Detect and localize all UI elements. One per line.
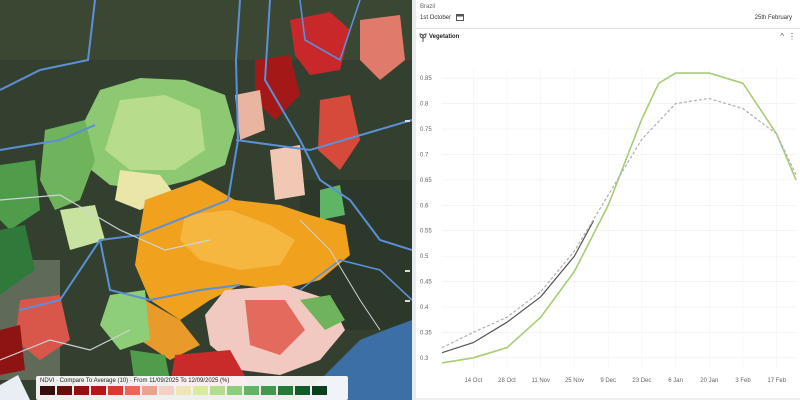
x-tick-label: 17 Feb	[767, 378, 786, 384]
state-border	[299, 259, 412, 301]
legend-swatch	[261, 386, 276, 395]
y-axis: 0.3 0.35 0.4 0.45 0.5 0.55 0.6 0.65 0.7 0.75 0.8 0.…	[420, 76, 432, 362]
map-region-light-green	[60, 205, 105, 250]
legend-swatch	[227, 386, 242, 395]
x-tick-label: 20 Jan	[700, 378, 718, 384]
map-region-red	[290, 12, 350, 75]
y-tick-label: 0.4	[420, 305, 429, 311]
legend-swatch	[278, 386, 293, 395]
vegetation-chart[interactable]: 0.3 0.35 0.4 0.45 0.5 0.55 0.6 0.65 0.7 0.75 0.8 0.…	[416, 46, 800, 390]
map-edge-tick	[405, 300, 410, 302]
legend-swatch	[159, 386, 174, 395]
state-border	[235, 119, 412, 152]
y-tick-label: 0.65	[420, 178, 432, 184]
map-edge-tick	[405, 270, 410, 272]
map-region-green	[320, 185, 345, 220]
legend-swatch	[125, 386, 140, 395]
map-region-dark-green	[0, 225, 35, 295]
map-region-green	[300, 295, 345, 330]
map-region-red	[15, 295, 70, 360]
series-line-average	[441, 97, 797, 349]
header-divider	[416, 28, 800, 29]
map-region-orange	[140, 300, 200, 360]
state-border	[263, 0, 412, 251]
map-region-red	[360, 15, 405, 80]
map-region-light-orange	[180, 210, 295, 270]
y-tick-label: 0.45	[420, 280, 432, 286]
legend-swatch	[176, 386, 191, 395]
ndvi-map[interactable]: NDVI · Compare To Average (10) · From 11…	[0, 0, 412, 400]
x-tick-label: 28 Oct	[498, 378, 516, 384]
y-tick-label: 0.7	[420, 152, 429, 158]
section-title: Vegetation	[429, 34, 460, 40]
legend-swatch	[108, 386, 123, 395]
legend-title: NDVI · Compare To Average (10) · From 11…	[40, 378, 230, 384]
x-tick-label: 25 Nov	[565, 378, 584, 384]
map-region-red	[318, 95, 360, 170]
map-legend: NDVI · Compare To Average (10) · From 11…	[36, 376, 348, 400]
calendar-icon[interactable]	[456, 13, 464, 21]
state-border	[299, 0, 361, 62]
panel-divider[interactable]	[412, 0, 416, 400]
more-options-icon[interactable]: ⋮	[788, 32, 796, 41]
y-tick-label: 0.8	[420, 102, 429, 108]
x-tick-label: 6 Jan	[668, 378, 683, 384]
series-line-current	[441, 220, 595, 354]
legend-swatch	[295, 386, 310, 395]
road	[299, 219, 381, 331]
y-tick-label: 0.6	[420, 203, 429, 209]
state-border	[0, 0, 96, 91]
x-tick-label: 23 Dec	[632, 378, 651, 384]
start-date[interactable]: 1st October	[420, 15, 452, 21]
map-region-pink	[235, 90, 265, 140]
legend-swatch	[40, 386, 55, 395]
map-canvas[interactable]	[0, 0, 412, 400]
map-coast	[0, 375, 30, 400]
y-tick-label: 0.35	[420, 330, 432, 336]
region-label: Brazil	[420, 4, 436, 10]
x-axis: 14 Oct 28 Oct 11 Nov 25 Nov 9 Dec 23 Dec 6 Jan…	[464, 378, 786, 384]
legend-swatch	[57, 386, 72, 395]
legend-swatches	[40, 386, 327, 395]
state-border	[0, 124, 96, 151]
state-border	[99, 239, 241, 302]
y-tick-label: 0.5	[420, 254, 429, 260]
x-tick-label: 11 Nov	[531, 378, 550, 384]
collapse-icon[interactable]: ^	[780, 32, 784, 41]
y-tick-label: 0.3	[420, 356, 429, 362]
end-date[interactable]: 25th February	[754, 15, 792, 21]
road	[0, 194, 211, 251]
road	[0, 329, 131, 361]
map-region-pink	[270, 145, 305, 200]
state-border	[19, 0, 241, 311]
y-tick-label: 0.85	[420, 76, 432, 82]
x-tick-label: 9 Dec	[600, 378, 616, 384]
map-region-light-green	[105, 95, 205, 170]
x-tick-label: 14 Oct	[464, 378, 482, 384]
map-region-green	[40, 120, 95, 210]
legend-swatch	[142, 386, 157, 395]
map-region-dark-red	[0, 325, 25, 375]
chart-series	[441, 72, 797, 364]
vegetation-panel: Brazil 1st October 25th February Vegetat…	[416, 0, 800, 400]
panel-bottom-border	[416, 398, 800, 400]
map-region-red	[245, 300, 305, 355]
legend-swatch	[244, 386, 259, 395]
legend-swatch	[210, 386, 225, 395]
y-tick-label: 0.55	[420, 229, 432, 235]
vegetation-icon	[419, 33, 427, 42]
legend-swatch	[312, 386, 327, 395]
legend-swatch	[91, 386, 106, 395]
map-region-green	[100, 290, 150, 350]
map-edge-tick	[405, 120, 410, 122]
legend-swatch	[193, 386, 208, 395]
series-line-forecast	[441, 72, 797, 364]
y-tick-label: 0.75	[420, 127, 432, 133]
map-region-green	[0, 160, 40, 230]
chart-grid	[442, 68, 796, 368]
x-tick-label: 3 Feb	[735, 378, 751, 384]
legend-swatch	[74, 386, 89, 395]
